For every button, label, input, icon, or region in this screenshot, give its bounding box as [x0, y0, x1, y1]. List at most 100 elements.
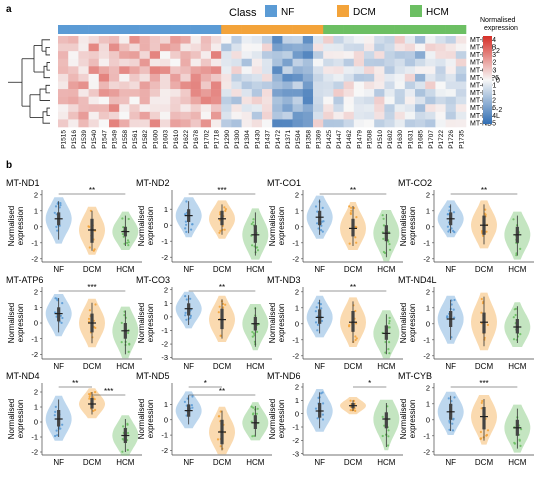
heatmap-cell: [394, 119, 406, 128]
violin-point: [354, 335, 357, 338]
violin-y-tick-label: 1: [295, 206, 299, 215]
heatmap-cell: [455, 104, 467, 113]
violin-point: [92, 249, 95, 252]
violin-point: [127, 241, 130, 244]
heatmap-cell: [292, 66, 304, 75]
violin-point: [61, 316, 64, 320]
heatmap-cell: [221, 111, 232, 120]
violin-x-tick-label: NF: [53, 362, 64, 371]
legend-swatch-dcm: [337, 5, 349, 17]
violin-x-tick-label: HCM: [508, 265, 527, 274]
heatmap-cell: [323, 81, 334, 90]
violin-x-tick-label: DCM: [213, 362, 232, 371]
violin-panel-mt-nd1: MT-ND1 Normalisedexpression -2 -1 0 1 2 NF DCM HC…: [6, 178, 142, 274]
class-bar-cell: [455, 25, 467, 34]
violin-point: [219, 445, 222, 448]
violin-point: [446, 225, 449, 228]
heatmap-cell: [323, 58, 334, 67]
violin-point: [514, 313, 517, 317]
violin-box: [253, 225, 257, 243]
violin-y-tick-label: -1: [31, 433, 38, 442]
colorbar-title-line1: Normalised: [480, 17, 516, 24]
heatmap-cell: [272, 66, 283, 75]
heatmap-cell: [241, 58, 253, 67]
heatmap-cell: [455, 89, 467, 97]
heatmap-cell: [435, 73, 446, 82]
heatmap-cell: [272, 43, 283, 52]
violin-point: [120, 341, 123, 344]
violin-point: [349, 399, 352, 402]
heatmap-cell: [149, 104, 161, 113]
heatmap-cell: [180, 104, 191, 113]
heatmap-cell: [170, 81, 181, 90]
violin-panel-mt-co3: MT-CO3 Normalisedexpression -3 -2 -1 0 1 2 NF DCM…: [136, 275, 272, 371]
violin-point: [219, 229, 222, 232]
class-bar-cell: [282, 25, 293, 34]
violin-point: [56, 434, 59, 437]
heatmap-cell: [98, 66, 110, 75]
violin-point: [250, 222, 253, 226]
violin-point: [89, 209, 92, 212]
violin-point: [518, 439, 521, 442]
heatmap-cell: [262, 43, 273, 52]
heatmap-cell: [88, 73, 100, 82]
class-bar-cell: [149, 25, 161, 34]
heatmap-cell: [313, 96, 324, 105]
violin-point: [484, 208, 487, 211]
violin-point: [388, 326, 391, 329]
heatmap-cell: [435, 104, 446, 113]
violin-point: [321, 206, 324, 209]
colorbar-gradient: [483, 36, 492, 124]
heatmap-cell: [190, 96, 202, 105]
heatmap-cell: [282, 96, 293, 105]
violin-title: MT-CO3: [136, 275, 170, 285]
heatmap-cell: [119, 111, 130, 120]
violin-y-tick-label: 0: [426, 415, 430, 424]
heatmap-cell: [302, 81, 314, 90]
heatmap-cell: [404, 81, 416, 90]
violin-point: [355, 216, 358, 219]
heatmap-cell: [119, 58, 130, 67]
heatmap-cell: [282, 51, 293, 60]
violin-y-tick-label: -2: [423, 447, 430, 456]
violin-point: [88, 393, 91, 396]
heatmap-cell: [98, 58, 110, 67]
heatmap-cell: [333, 81, 344, 90]
heatmap-column-label: P1603: [163, 130, 170, 149]
heatmap-cell: [221, 36, 232, 44]
heatmap-cell: [241, 104, 253, 113]
violin-point: [480, 401, 483, 404]
heatmap-cell: [272, 104, 283, 113]
violin-x-tick-label: HCM: [116, 265, 135, 274]
heatmap-cell: [200, 36, 212, 44]
class-bar-cell: [190, 25, 202, 34]
violin-point: [53, 211, 56, 214]
violin-y-tick-label: 1: [426, 303, 430, 312]
violin-point: [314, 310, 317, 313]
heatmap-column-label: P1479: [356, 130, 363, 149]
class-bar-cell: [394, 25, 406, 34]
heatmap-cell: [282, 73, 293, 82]
violin-x-tick-label: HCM: [508, 362, 527, 371]
heatmap-cell: [435, 119, 446, 128]
heatmap-cell: [272, 89, 283, 97]
heatmap-cell: [292, 111, 304, 120]
violin-y-tick-label: 0: [164, 221, 168, 230]
violin-x-tick-label: DCM: [344, 265, 363, 274]
violin-point: [479, 437, 483, 440]
heatmap-column-label: P1600: [152, 130, 159, 149]
violin-x-tick-label: HCM: [508, 458, 527, 467]
heatmap-cell: [149, 81, 161, 90]
class-bar-cell: [353, 25, 365, 34]
violin-point: [355, 337, 358, 340]
violin-point: [252, 221, 255, 224]
violin-point: [88, 397, 91, 400]
colorbar-tick-label: 2: [496, 48, 500, 55]
heatmap-cell: [302, 96, 314, 105]
heatmap-cell: [262, 58, 273, 67]
heatmap-cell: [394, 36, 406, 44]
heatmap-cell: [251, 43, 263, 52]
violin-point: [316, 210, 319, 213]
heatmap-column-label: P1371: [285, 130, 292, 149]
violin-point: [59, 204, 62, 207]
